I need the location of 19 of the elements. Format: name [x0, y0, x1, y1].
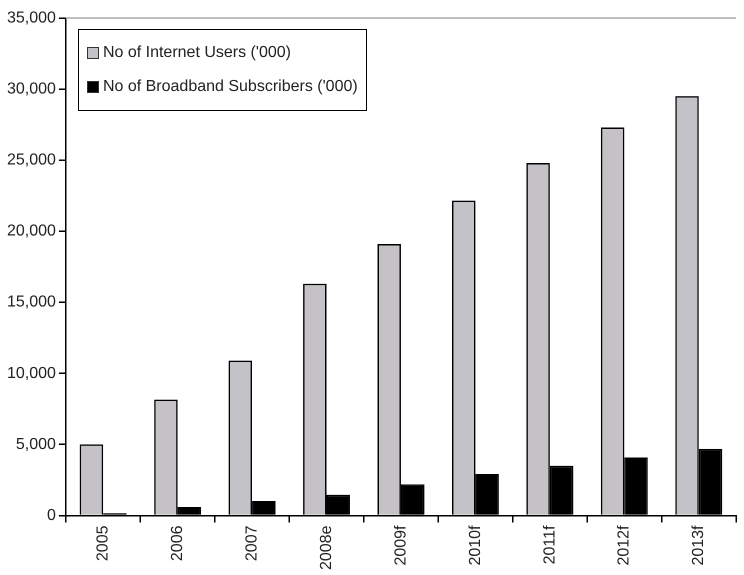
x-tick-label: 2007: [243, 525, 260, 562]
x-tick-label: 2013f: [690, 524, 708, 566]
y-tick-label: 20,000: [7, 222, 56, 240]
x-tick-label: 2010f: [466, 524, 484, 566]
y-tick-label: 35,000: [7, 9, 56, 26]
x-tick-label: 2006: [169, 525, 186, 562]
y-tick-label: 0: [47, 506, 56, 524]
y-tick-label: 30,000: [7, 80, 56, 98]
x-tick-label: 2008e: [318, 525, 335, 570]
y-tick-label: 5,000: [16, 436, 56, 453]
legend-label: No of Internet Users ('000): [102, 43, 291, 63]
x-tick-label: 2012f: [616, 524, 633, 566]
legend-label: No of Broadband Subscribers ('000): [102, 77, 358, 97]
y-tick-label: 25,000: [7, 152, 56, 169]
x-tick-label: 2011f: [541, 524, 558, 564]
y-tick-label: 10,000: [7, 364, 56, 382]
x-tick-label: 2009f: [392, 524, 410, 566]
y-tick-label: 15,000: [7, 294, 56, 311]
x-tick-label: 2005: [94, 525, 112, 562]
